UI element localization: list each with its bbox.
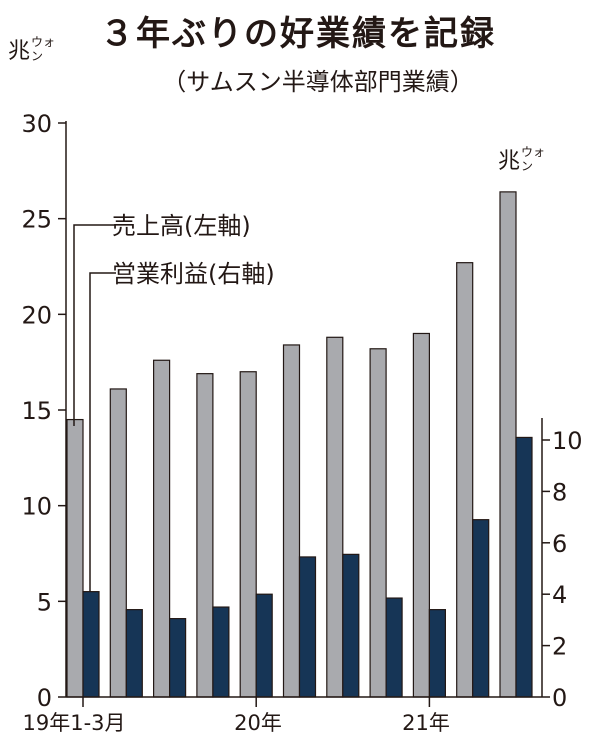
left-tick-label: 25 — [21, 206, 52, 234]
bar-profit — [428, 609, 446, 698]
right-unit-small-top: ウォ — [521, 145, 545, 159]
right-tick-label: 10 — [552, 427, 583, 455]
bar-sales — [66, 418, 84, 698]
left-unit-small-bottom: ン — [31, 49, 43, 63]
bar-sales — [412, 332, 430, 698]
right-tick-label: 0 — [552, 684, 567, 712]
legend-leader-sales — [73, 224, 116, 426]
right-unit-label: 兆 — [498, 149, 520, 174]
bar-sales — [369, 348, 387, 698]
bar-sales — [109, 388, 127, 698]
left-unit-small-top: ウォ — [31, 35, 55, 49]
bar-profit — [212, 606, 230, 698]
bar-sales — [499, 191, 517, 698]
bar-profit — [385, 597, 403, 698]
left-unit-label: 兆 — [8, 39, 30, 64]
bar-profit — [125, 609, 143, 698]
bar-profit — [342, 553, 360, 698]
left-tick-label: 30 — [21, 110, 52, 138]
right-tick-label: 2 — [552, 633, 567, 661]
axes-group: 0 5 10 15 20 25 30 0 2 4 6 8 10 19年1-3月 20年 21年 — [21, 110, 582, 735]
left-tick-label: 15 — [21, 397, 52, 425]
x-tick-label: 21年 — [402, 711, 450, 735]
bar-profit — [515, 436, 533, 698]
left-tick-label: 5 — [37, 588, 52, 616]
right-tick-label: 4 — [552, 581, 567, 609]
x-tick-label: 19年1-3月 — [22, 711, 125, 735]
bar-sales — [456, 262, 474, 698]
bar-sales — [153, 359, 171, 698]
bar-sales — [326, 336, 344, 698]
bar-profit — [298, 556, 317, 698]
bar-profit — [255, 593, 273, 698]
right-tick-label: 6 — [552, 530, 567, 558]
left-tick-label: 0 — [37, 684, 52, 712]
right-tick-label: 8 — [552, 478, 567, 506]
chart-title: ３年ぶりの好業績を記録 — [100, 14, 496, 54]
bar-profit — [472, 519, 490, 698]
chart-subtitle: （サムスン半導体部門業績） — [162, 68, 474, 96]
bar-profit — [82, 591, 100, 698]
bar-sales — [196, 373, 214, 698]
bar-sales — [239, 371, 257, 698]
x-tick-label: 20年 — [234, 711, 282, 735]
left-tick-label: 10 — [21, 493, 52, 521]
left-tick-label: 20 — [21, 301, 52, 329]
legend-sales: 売上高(左軸) — [112, 212, 251, 240]
legend-profit: 営業利益(右軸) — [112, 260, 275, 288]
bar-sales — [282, 344, 301, 698]
bar-profit — [169, 618, 187, 698]
legend-leader-profit — [89, 272, 116, 592]
right-unit-small-bottom: ン — [521, 159, 533, 173]
